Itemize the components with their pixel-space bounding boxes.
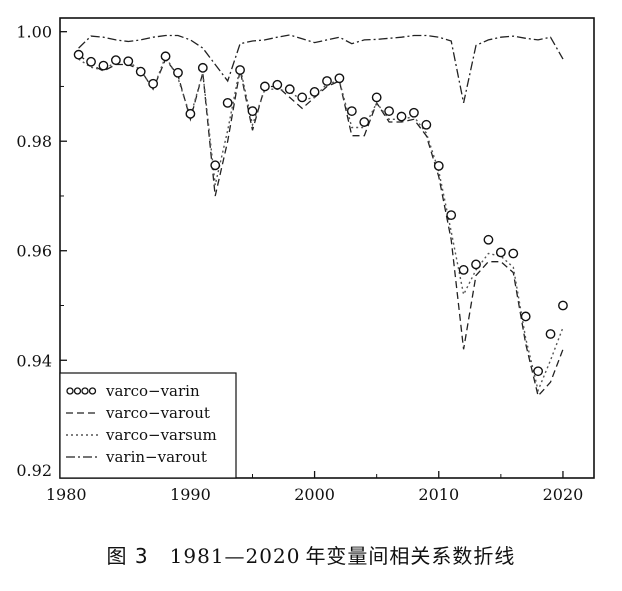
legend-label: varco−varin <box>105 382 200 400</box>
x-tick-label: 1980 <box>46 485 87 504</box>
data-point <box>433 160 444 171</box>
data-point <box>309 87 320 97</box>
legend-label: varco−varsum <box>105 426 217 444</box>
data-point <box>396 111 407 122</box>
caption-years: 1981—2020 <box>169 544 301 568</box>
data-point <box>272 79 283 90</box>
data-point <box>284 84 295 95</box>
data-point <box>495 247 506 258</box>
data-point <box>322 76 332 86</box>
data-point <box>545 329 556 339</box>
plot-area-frame <box>59 17 595 479</box>
legend-marker <box>88 387 97 395</box>
series-4-line <box>78 34 564 104</box>
y-tick-label: 0.96 <box>16 242 52 261</box>
figure-number: 图 3 <box>106 544 149 568</box>
data-point <box>123 56 134 67</box>
legend-marker <box>81 387 89 395</box>
data-point <box>110 55 121 66</box>
data-point <box>533 366 544 377</box>
data-point <box>471 259 481 270</box>
data-point <box>247 106 258 116</box>
legend-marker <box>73 387 82 395</box>
data-point <box>98 60 109 71</box>
data-point <box>371 92 382 103</box>
series-3-line <box>78 54 564 393</box>
legend-label: varin−varout <box>105 448 207 466</box>
x-axis: 1980 1990 2000 2010 2020 <box>46 471 583 504</box>
data-point <box>346 106 357 116</box>
data-point <box>135 66 146 77</box>
x-tick-label: 2020 <box>543 485 584 504</box>
data-point <box>173 67 183 78</box>
caption-text: 年变量间相关系数折线 <box>305 544 516 568</box>
series-layer <box>73 34 568 398</box>
y-tick-label: 0.92 <box>16 461 52 480</box>
data-point <box>409 107 419 118</box>
data-point <box>297 92 308 103</box>
legend-label: varco−varout <box>105 404 210 422</box>
data-point <box>558 300 568 311</box>
y-axis: 0.92 0.94 0.96 0.98 1.00 <box>16 23 67 480</box>
data-point <box>235 65 245 75</box>
data-point <box>458 265 469 275</box>
data-point <box>334 73 345 84</box>
data-point <box>421 119 432 130</box>
x-tick-label: 1990 <box>170 485 211 504</box>
data-point <box>185 108 196 119</box>
data-point <box>160 51 171 62</box>
data-point <box>148 78 159 89</box>
data-point <box>446 210 457 221</box>
x-tick-label: 2000 <box>294 485 335 504</box>
data-point <box>73 49 84 60</box>
data-point <box>508 248 519 259</box>
data-point <box>210 160 221 171</box>
data-point <box>86 56 96 67</box>
data-point <box>222 97 233 108</box>
legend: varco−varin varco−varout varco−varsum varin… <box>59 372 237 479</box>
x-tick-label: 2010 <box>418 485 459 504</box>
data-point <box>260 81 270 92</box>
data-point <box>483 234 494 245</box>
data-point <box>384 106 394 116</box>
series-1-markers <box>73 49 568 377</box>
legend-marker <box>66 387 74 395</box>
data-point <box>359 117 370 127</box>
series-2-line <box>78 54 564 398</box>
figure-caption: 图 3 1981—2020 年变量间相关系数折线 <box>0 540 622 569</box>
y-tick-label: 1.00 <box>16 23 52 42</box>
y-tick-label: 0.94 <box>16 351 52 370</box>
data-point <box>197 62 208 73</box>
y-tick-label: 0.98 <box>16 132 52 151</box>
data-point <box>520 311 531 322</box>
